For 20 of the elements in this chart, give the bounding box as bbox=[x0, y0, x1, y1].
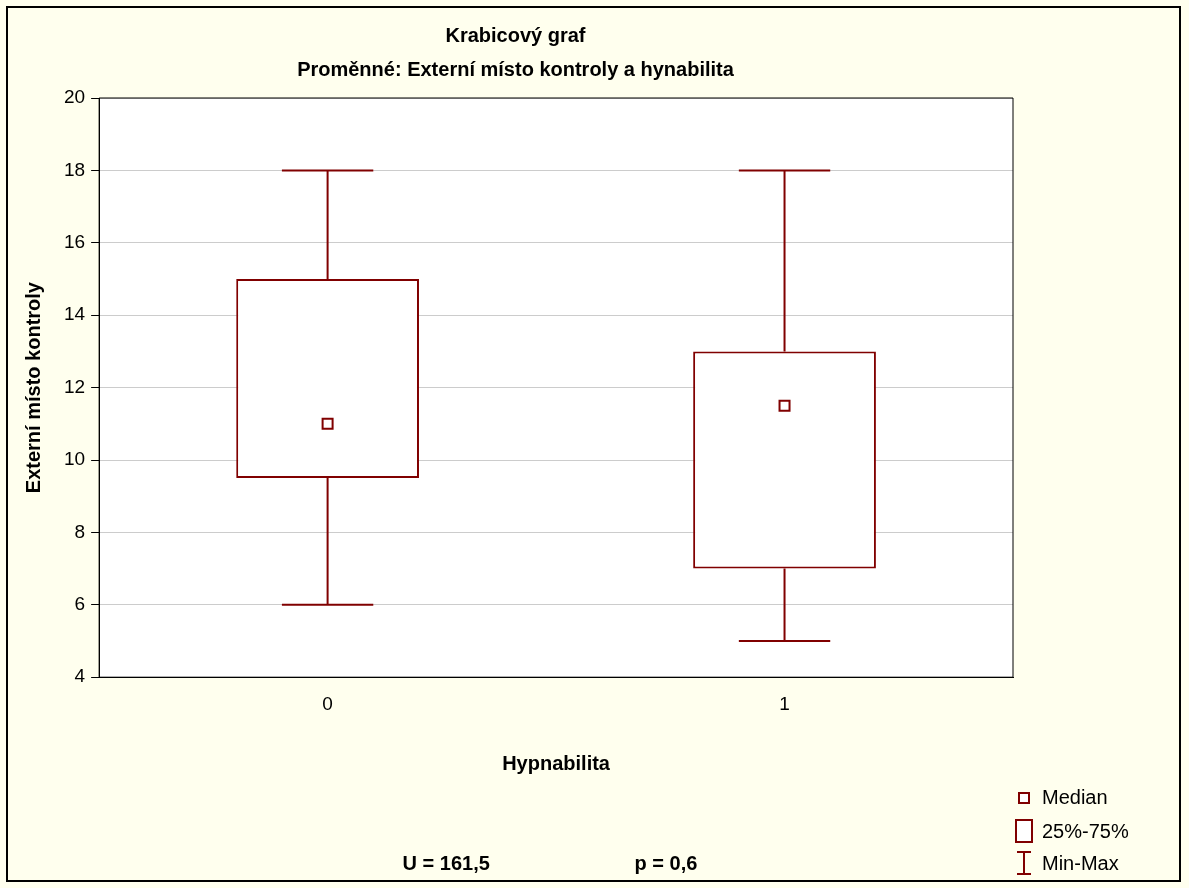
y-tick-label: 6 bbox=[74, 593, 86, 615]
text: U = 161,5 bbox=[402, 852, 490, 875]
x-axis-title: Hypnabilita bbox=[502, 751, 611, 774]
x-tick-label: 1 bbox=[779, 692, 790, 714]
y-tick-label: 8 bbox=[74, 520, 86, 542]
text: 25%-75% bbox=[1042, 819, 1129, 843]
text: Median bbox=[1042, 786, 1108, 809]
y-tick-label: 14 bbox=[63, 303, 86, 325]
y-tick-label: 10 bbox=[63, 448, 86, 470]
y-tick-label: 20 bbox=[63, 86, 86, 108]
y-tick-label: 18 bbox=[63, 158, 86, 180]
x-tick-label: 0 bbox=[322, 692, 333, 714]
y-tick-label: 4 bbox=[74, 665, 86, 687]
text: p = 0,6 bbox=[634, 852, 698, 875]
chart-subtitle: Proměnné: Externí místo kontroly a hynabilita bbox=[297, 57, 735, 80]
y-axis-title: Externí místo kontroly bbox=[21, 281, 44, 494]
chart-title: Krabicový graf bbox=[445, 23, 586, 46]
text: Min-Max bbox=[1042, 851, 1119, 875]
y-tick-label: 16 bbox=[63, 231, 86, 253]
y-tick-label: 12 bbox=[63, 375, 86, 397]
